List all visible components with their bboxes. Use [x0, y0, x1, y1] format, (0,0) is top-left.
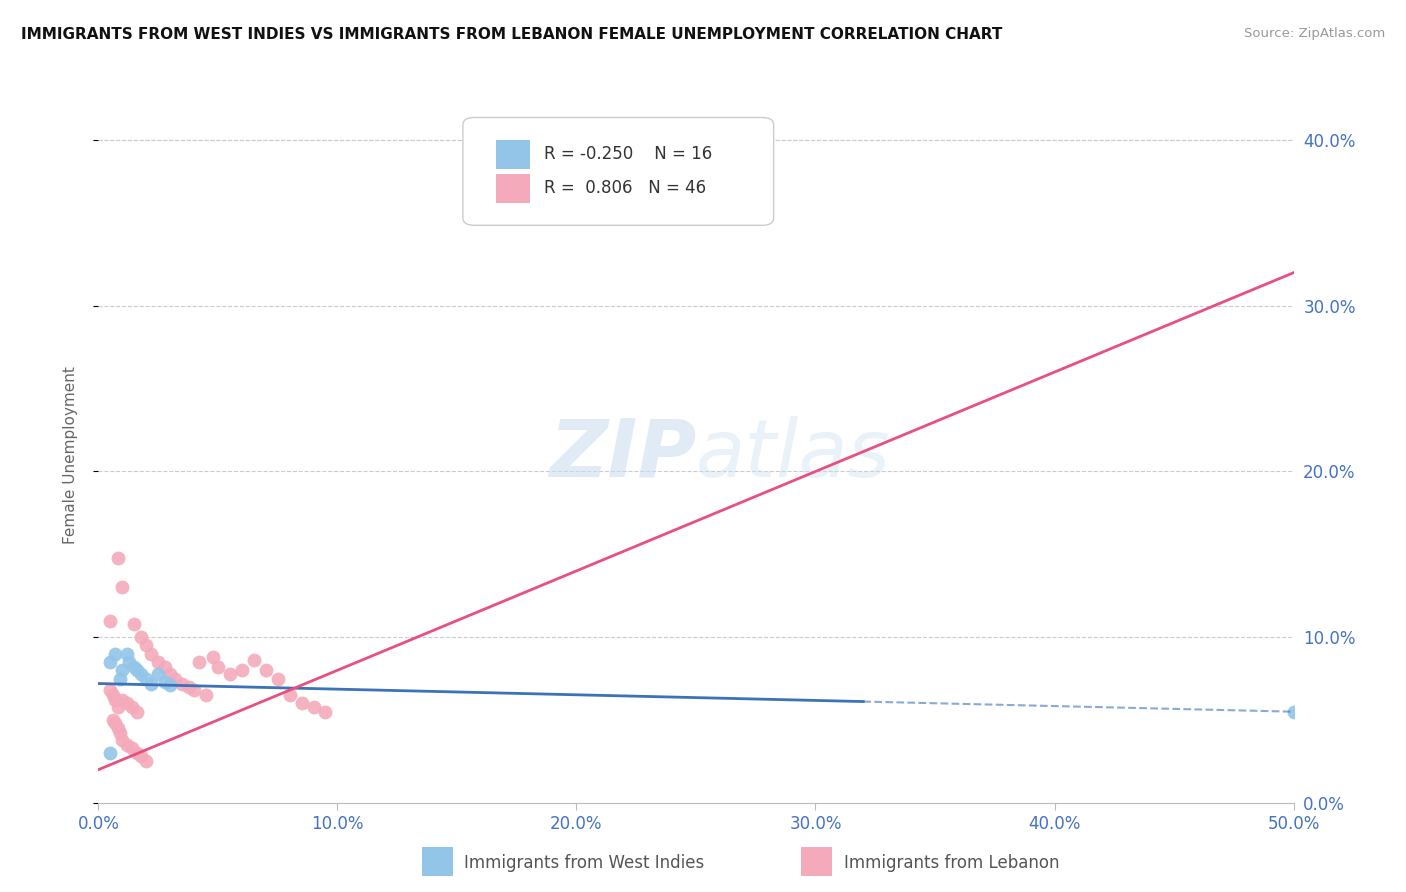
- Point: [121, 699, 143, 714]
- Point: [243, 653, 266, 667]
- Point: [101, 688, 124, 702]
- Point: [115, 647, 138, 661]
- Point: [115, 738, 138, 752]
- Text: IMMIGRANTS FROM WEST INDIES VS IMMIGRANTS FROM LEBANON FEMALE UNEMPLOYMENT CORRE: IMMIGRANTS FROM WEST INDIES VS IMMIGRANT…: [21, 27, 1002, 42]
- Point: [107, 721, 129, 735]
- Point: [155, 660, 177, 674]
- Point: [121, 741, 143, 756]
- Text: R = -0.250    N = 16: R = -0.250 N = 16: [544, 145, 713, 163]
- Point: [107, 699, 129, 714]
- Point: [98, 655, 122, 669]
- Point: [124, 660, 146, 674]
- Point: [291, 697, 314, 711]
- Point: [202, 650, 225, 665]
- Point: [179, 680, 201, 694]
- Point: [1282, 705, 1305, 719]
- Point: [135, 755, 157, 769]
- Point: [135, 639, 157, 653]
- Point: [111, 663, 134, 677]
- Point: [139, 676, 162, 690]
- FancyBboxPatch shape: [463, 118, 773, 226]
- Point: [101, 713, 124, 727]
- Point: [111, 581, 134, 595]
- Y-axis label: Female Unemployment: Female Unemployment: [63, 366, 77, 544]
- Point: [159, 678, 181, 692]
- Point: [254, 663, 277, 677]
- Point: [302, 699, 325, 714]
- Text: atlas: atlas: [696, 416, 891, 494]
- Point: [183, 683, 205, 698]
- Point: [108, 726, 131, 740]
- Text: ZIP: ZIP: [548, 416, 696, 494]
- Point: [231, 663, 253, 677]
- Point: [131, 666, 153, 681]
- Point: [172, 676, 194, 690]
- Point: [115, 697, 138, 711]
- Point: [107, 550, 129, 565]
- FancyBboxPatch shape: [496, 140, 530, 169]
- Point: [108, 672, 131, 686]
- Text: Immigrants from Lebanon: Immigrants from Lebanon: [844, 854, 1059, 871]
- Point: [118, 655, 141, 669]
- Point: [219, 666, 242, 681]
- Point: [104, 693, 127, 707]
- Point: [267, 672, 290, 686]
- Point: [124, 616, 146, 631]
- Point: [98, 683, 122, 698]
- Text: Immigrants from West Indies: Immigrants from West Indies: [464, 854, 704, 871]
- Point: [111, 732, 134, 747]
- Point: [315, 705, 337, 719]
- Point: [131, 630, 153, 644]
- Point: [104, 716, 127, 731]
- Point: [163, 672, 186, 686]
- Point: [194, 688, 218, 702]
- Point: [148, 666, 170, 681]
- Point: [207, 660, 229, 674]
- Point: [187, 655, 209, 669]
- Point: [135, 672, 157, 686]
- Point: [125, 663, 148, 677]
- Point: [125, 705, 148, 719]
- Point: [139, 647, 162, 661]
- Text: R =  0.806   N = 46: R = 0.806 N = 46: [544, 179, 706, 197]
- Point: [148, 655, 170, 669]
- Point: [278, 688, 301, 702]
- Point: [98, 746, 122, 760]
- Point: [104, 647, 127, 661]
- FancyBboxPatch shape: [496, 174, 530, 203]
- Text: Source: ZipAtlas.com: Source: ZipAtlas.com: [1244, 27, 1385, 40]
- Point: [155, 674, 177, 689]
- Point: [131, 749, 153, 764]
- Point: [125, 746, 148, 760]
- Point: [159, 666, 181, 681]
- Point: [111, 693, 134, 707]
- Point: [98, 614, 122, 628]
